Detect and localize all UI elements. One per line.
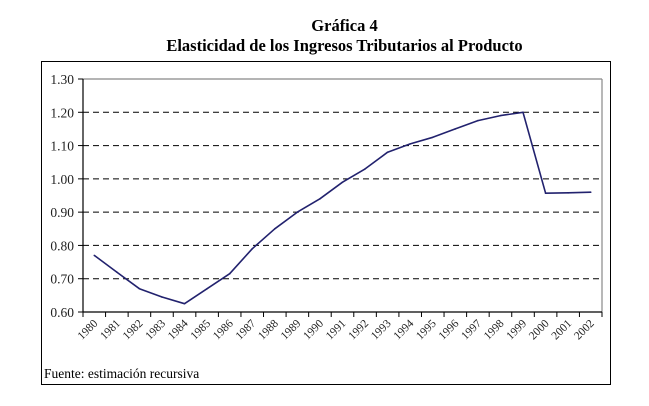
gridlines bbox=[83, 111, 602, 280]
data-point bbox=[183, 302, 186, 305]
y-tick-label: 0.80 bbox=[50, 238, 74, 253]
data-point bbox=[589, 191, 592, 193]
data-point bbox=[341, 181, 344, 183]
x-tick-label: 1983 bbox=[143, 317, 168, 342]
data-point bbox=[409, 143, 411, 145]
x-tick-label: 1991 bbox=[324, 317, 349, 342]
data-point bbox=[274, 227, 276, 230]
source-note: Fuente: estimación recursiva bbox=[44, 366, 200, 381]
x-tick-label: 1984 bbox=[166, 317, 191, 342]
x-axis-tick-labels: 1980198119821983198419851986198719881989… bbox=[76, 317, 597, 342]
y-axis-tick-labels: 0.60 0.70 0.80 0.90 1.00 1.10 1.20 1.30 bbox=[50, 72, 74, 320]
x-tick-label: 1996 bbox=[437, 317, 462, 342]
data-point bbox=[161, 296, 163, 298]
x-tick-label: 1982 bbox=[121, 317, 146, 342]
y-tick-label: 0.90 bbox=[50, 205, 74, 220]
y-tick-label: 1.10 bbox=[50, 139, 74, 154]
series-line bbox=[93, 111, 591, 305]
x-tick-label: 1986 bbox=[211, 317, 236, 342]
x-tick-label: 1992 bbox=[346, 317, 371, 342]
x-tick-label: 1985 bbox=[188, 317, 213, 342]
data-point bbox=[206, 287, 208, 290]
data-point bbox=[499, 114, 502, 117]
data-point bbox=[138, 287, 141, 290]
data-point bbox=[93, 254, 96, 257]
data-point bbox=[567, 192, 569, 194]
x-tick-label: 1995 bbox=[414, 317, 439, 342]
data-point bbox=[228, 272, 231, 275]
data-point bbox=[116, 271, 118, 273]
data-point bbox=[522, 111, 524, 114]
data-point bbox=[431, 136, 434, 139]
x-tick-label: 1990 bbox=[301, 317, 326, 342]
data-point bbox=[319, 198, 321, 200]
x-tick-label: 1987 bbox=[234, 317, 259, 342]
data-point bbox=[454, 128, 457, 130]
x-tick-label: 2002 bbox=[572, 317, 597, 342]
x-tick-label: 1999 bbox=[504, 317, 529, 342]
x-tick-label: 1993 bbox=[369, 317, 394, 342]
chart-frame bbox=[41, 61, 611, 385]
chart-title: Gráfica 4 bbox=[311, 16, 378, 35]
data-point bbox=[296, 211, 299, 213]
axes bbox=[78, 78, 603, 317]
series-layer bbox=[93, 111, 592, 305]
x-tick-label: 1997 bbox=[459, 317, 484, 342]
data-point bbox=[364, 168, 366, 170]
x-tick-label: 1988 bbox=[256, 317, 281, 342]
y-tick-label: 0.70 bbox=[50, 272, 74, 287]
data-point bbox=[386, 151, 389, 154]
y-tick-label: 1.30 bbox=[50, 72, 74, 87]
x-tick-label: 1980 bbox=[76, 317, 101, 342]
x-tick-label: 2001 bbox=[550, 317, 575, 342]
y-tick-label: 0.60 bbox=[50, 305, 74, 320]
x-tick-label: 1981 bbox=[98, 317, 123, 342]
x-tick-label: 1994 bbox=[392, 317, 417, 342]
data-point bbox=[477, 119, 479, 122]
chart-subtitle: Elasticidad de los Ingresos Tributarios … bbox=[166, 36, 523, 55]
x-tick-label: 2000 bbox=[527, 317, 552, 342]
y-tick-label: 1.20 bbox=[50, 105, 74, 120]
x-tick-label: 1998 bbox=[482, 317, 507, 342]
data-point bbox=[544, 192, 547, 194]
data-point bbox=[251, 247, 254, 250]
chart-title-block: Gráfica 4 Elasticidad de los Ingresos Tr… bbox=[0, 16, 649, 56]
y-tick-label: 1.00 bbox=[50, 172, 74, 187]
x-tick-label: 1989 bbox=[279, 317, 304, 342]
